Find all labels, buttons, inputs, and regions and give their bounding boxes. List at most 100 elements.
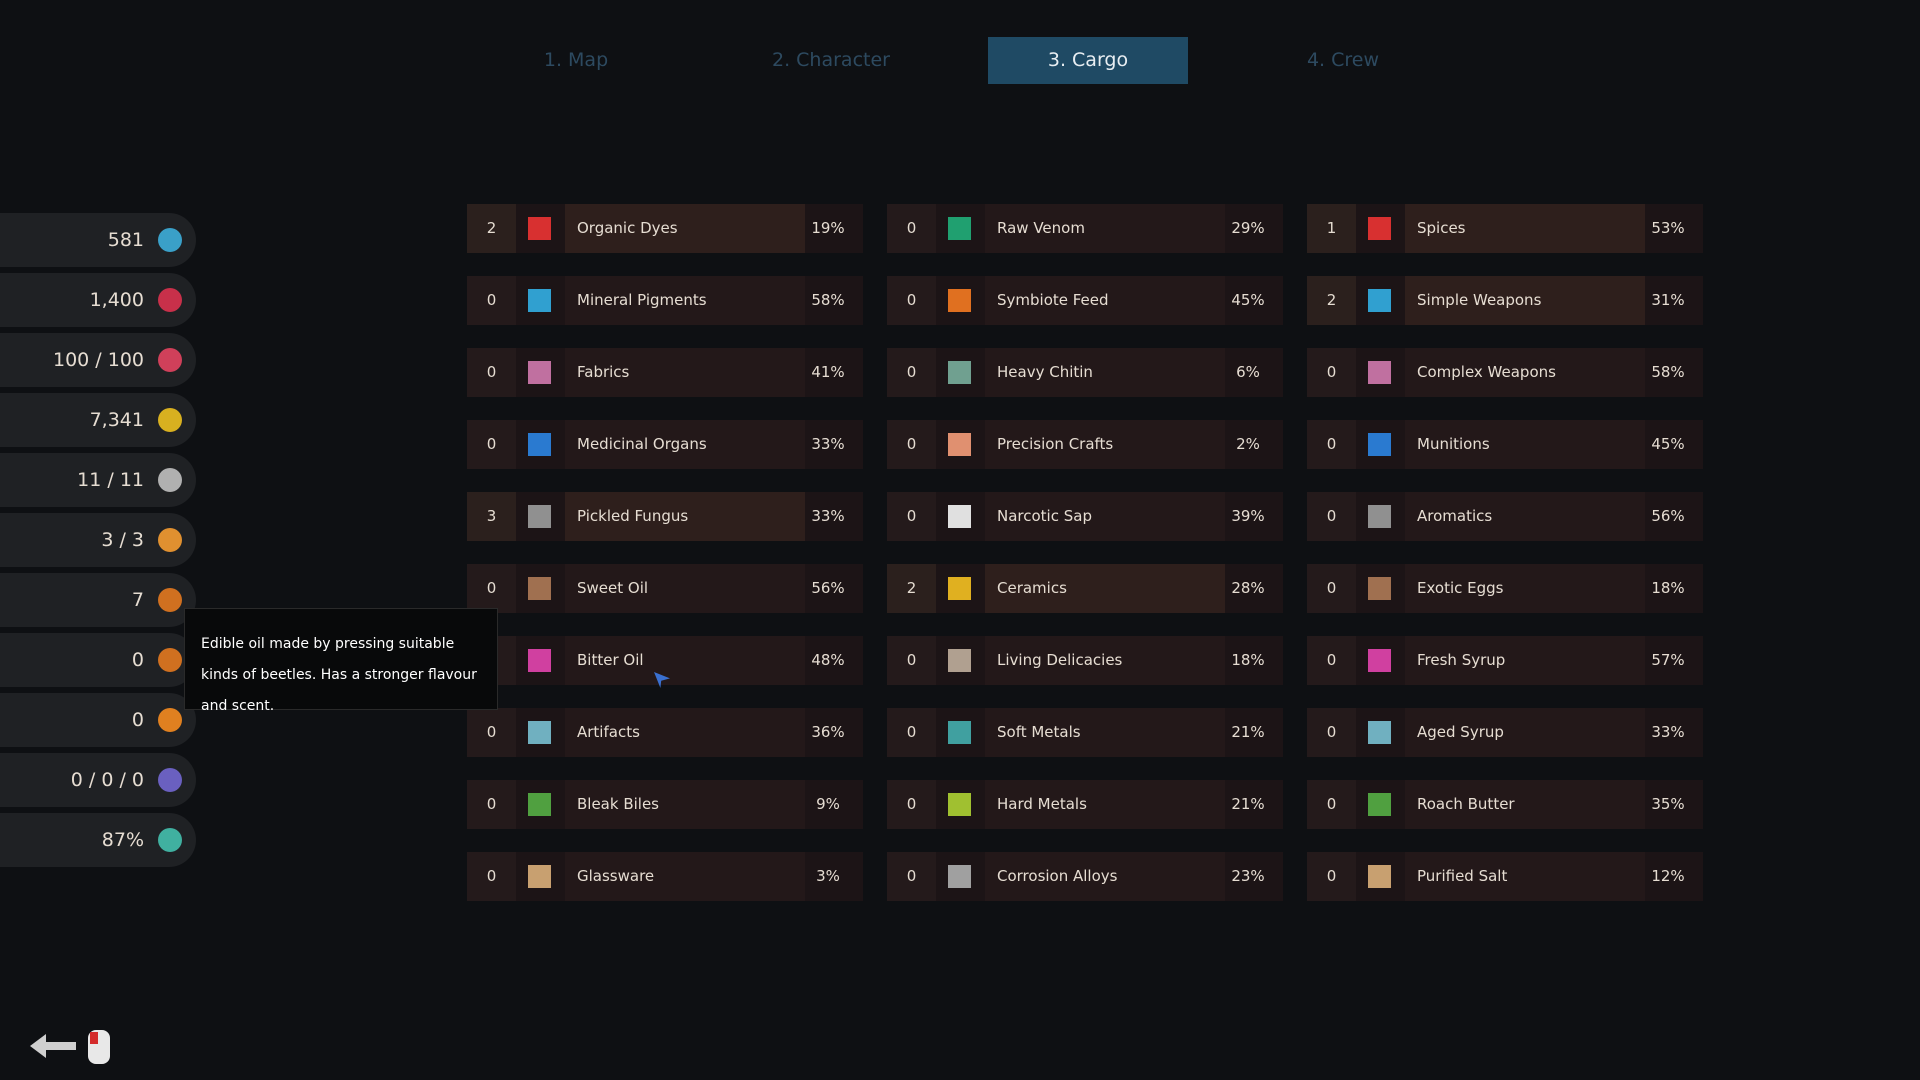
stat-value: 3 / 3: [101, 529, 144, 551]
stat-row: 7: [0, 573, 196, 627]
cargo-count: 0: [1307, 708, 1356, 757]
cargo-name: Organic Dyes: [565, 204, 805, 253]
cargo-row[interactable]: 0 Roach Butter 35%: [1307, 780, 1703, 829]
cargo-count: 0: [887, 780, 936, 829]
cargo-icon: [948, 649, 971, 672]
cargo-name: Heavy Chitin: [985, 348, 1225, 397]
cargo-icon: [1368, 649, 1391, 672]
cargo-row[interactable]: 0 Living Delicacies 18%: [887, 636, 1283, 685]
cargo-row[interactable]: 0 Aged Syrup 33%: [1307, 708, 1703, 757]
cargo-row[interactable]: 0 Corrosion Alloys 23%: [887, 852, 1283, 901]
cargo-percent: 35%: [1651, 795, 1685, 813]
cargo-name: Exotic Eggs: [1405, 564, 1645, 613]
cargo-icon: [528, 361, 551, 384]
cargo-row[interactable]: 0 Exotic Eggs 18%: [1307, 564, 1703, 613]
cargo-row[interactable]: 0 Medicinal Organs 33%: [467, 420, 863, 469]
cargo-row[interactable]: 0 Mineral Pigments 58%: [467, 276, 863, 325]
cargo-icon: [528, 721, 551, 744]
cargo-row[interactable]: 0 Purified Salt 12%: [1307, 852, 1703, 901]
cargo-count: 3: [467, 492, 516, 541]
cargo-row[interactable]: 0 Glassware 3%: [467, 852, 863, 901]
cargo-icon: [948, 433, 971, 456]
cargo-row[interactable]: 0 Heavy Chitin 6%: [887, 348, 1283, 397]
cargo-percent: 9%: [816, 795, 840, 813]
cargo-row[interactable]: 0 Aromatics 56%: [1307, 492, 1703, 541]
cargo-name: Fresh Syrup: [1405, 636, 1645, 685]
cargo-percent: 18%: [1651, 579, 1685, 597]
cargo-row[interactable]: 0 Complex Weapons 58%: [1307, 348, 1703, 397]
cargo-row[interactable]: 0 Sweet Oil 56%: [467, 564, 863, 613]
cargo-percent: 41%: [811, 363, 845, 381]
cargo-count: 0: [467, 852, 516, 901]
cargo-percent: 21%: [1231, 795, 1265, 813]
cargo-count: 0: [1307, 348, 1356, 397]
cargo-count: 0: [467, 780, 516, 829]
stat-value: 1,400: [89, 289, 144, 311]
cargo-row[interactable]: 0 Precision Crafts 2%: [887, 420, 1283, 469]
stat-value: 11 / 11: [77, 469, 144, 491]
cargo-percent: 33%: [1651, 723, 1685, 741]
cargo-name: Symbiote Feed: [985, 276, 1225, 325]
cargo-icon: [528, 649, 551, 672]
cargo-row[interactable]: 0 Artifacts 36%: [467, 708, 863, 757]
cargo-row[interactable]: 0 Fabrics 41%: [467, 348, 863, 397]
cargo-name: Purified Salt: [1405, 852, 1645, 901]
stat-value: 0 / 0 / 0: [70, 769, 144, 791]
cargo-count: 2: [1307, 276, 1356, 325]
cargo-count: 2: [467, 204, 516, 253]
cargo-row[interactable]: 0 Soft Metals 21%: [887, 708, 1283, 757]
stat-icon: [158, 408, 182, 432]
stat-value: 581: [107, 229, 144, 251]
cargo-percent: 6%: [1236, 363, 1260, 381]
tab[interactable]: 2. Character: [772, 49, 890, 71]
cargo-row[interactable]: 0 Munitions 45%: [1307, 420, 1703, 469]
cargo-icon: [528, 793, 551, 816]
cargo-percent: 31%: [1651, 291, 1685, 309]
cargo-name: Roach Butter: [1405, 780, 1645, 829]
cargo-row[interactable]: 0 Hard Metals 21%: [887, 780, 1283, 829]
cargo-icon: [1368, 361, 1391, 384]
cargo-row[interactable]: 0 Fresh Syrup 57%: [1307, 636, 1703, 685]
cargo-count: 0: [1307, 780, 1356, 829]
cargo-icon: [948, 721, 971, 744]
cargo-name: Artifacts: [565, 708, 805, 757]
stat-value: 7,341: [89, 409, 144, 431]
cargo-icon: [1368, 577, 1391, 600]
tab[interactable]: 3. Cargo: [988, 37, 1188, 84]
cargo-name: Fabrics: [565, 348, 805, 397]
cargo-count: 0: [467, 348, 516, 397]
cargo-name: Glassware: [565, 852, 805, 901]
stat-value: 0: [131, 709, 144, 731]
tab[interactable]: 4. Crew: [1306, 49, 1380, 71]
cargo-row[interactable]: 2 Organic Dyes 19%: [467, 204, 863, 253]
cargo-row[interactable]: 2 Ceramics 28%: [887, 564, 1283, 613]
cargo-row[interactable]: 0 Symbiote Feed 45%: [887, 276, 1283, 325]
stat-icon: [158, 768, 182, 792]
stat-row: 100 / 100: [0, 333, 196, 387]
cargo-icon: [528, 577, 551, 600]
cargo-row[interactable]: 2 Simple Weapons 31%: [1307, 276, 1703, 325]
cargo-row[interactable]: 0 Bleak Biles 9%: [467, 780, 863, 829]
cargo-name: Simple Weapons: [1405, 276, 1645, 325]
back-hint-icon: [30, 1030, 110, 1064]
cargo-percent: 33%: [811, 435, 845, 453]
stat-row: 0: [0, 633, 196, 687]
cargo-percent: 48%: [811, 651, 845, 669]
cargo-icon: [528, 217, 551, 240]
cargo-icon: [948, 505, 971, 528]
cargo-row[interactable]: 0 Raw Venom 29%: [887, 204, 1283, 253]
cargo-name: Medicinal Organs: [565, 420, 805, 469]
cargo-count: 0: [887, 852, 936, 901]
stat-row: 581: [0, 213, 196, 267]
cargo-percent: 36%: [811, 723, 845, 741]
cargo-name: Raw Venom: [985, 204, 1225, 253]
cargo-percent: 3%: [816, 867, 840, 885]
cargo-row[interactable]: 1 Spices 53%: [1307, 204, 1703, 253]
cargo-name: Mineral Pigments: [565, 276, 805, 325]
cargo-percent: 45%: [1231, 291, 1265, 309]
cargo-row[interactable]: 0 Narcotic Sap 39%: [887, 492, 1283, 541]
cargo-count: 0: [887, 276, 936, 325]
tab[interactable]: 1. Map: [543, 49, 609, 71]
cargo-row[interactable]: 3 Pickled Fungus 33%: [467, 492, 863, 541]
stat-icon: [158, 348, 182, 372]
